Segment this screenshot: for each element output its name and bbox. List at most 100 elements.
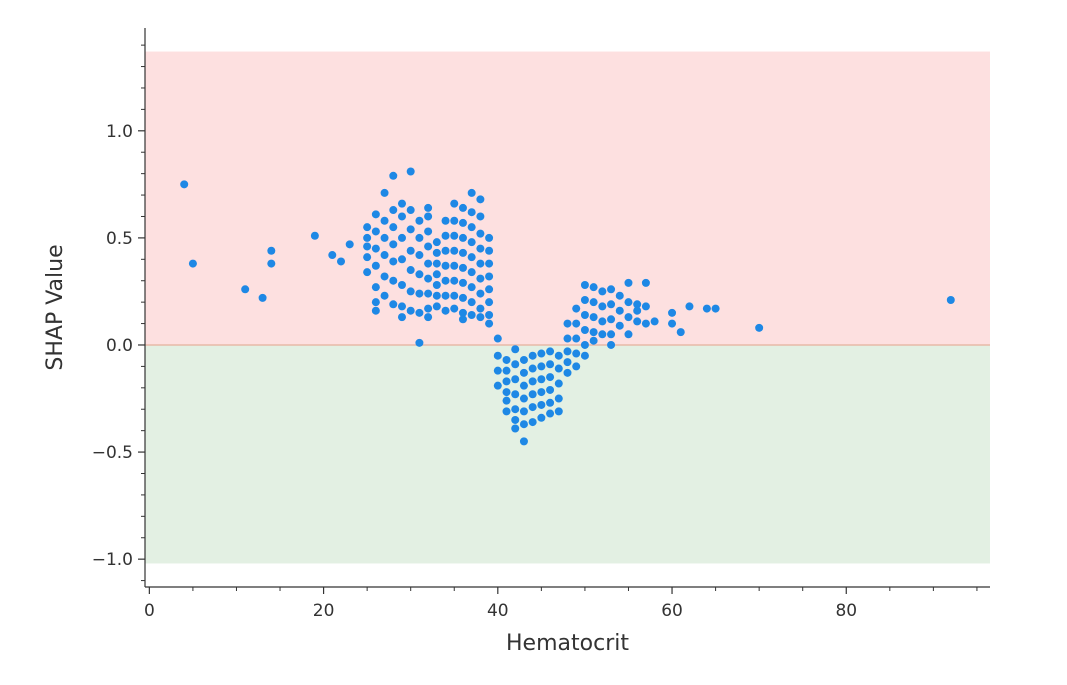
y-tick-label: 0.0 [106, 336, 133, 356]
y-tick-label: −0.5 [92, 443, 133, 463]
data-point [458, 278, 467, 287]
data-point [441, 216, 450, 225]
data-point [432, 238, 441, 247]
data-point [371, 306, 380, 315]
data-point [180, 180, 189, 189]
data-point [458, 263, 467, 272]
data-point [397, 199, 406, 208]
x-tick-label: 40 [487, 601, 509, 621]
data-point [450, 246, 459, 255]
data-point [528, 364, 537, 373]
data-point [537, 400, 546, 409]
data-point [380, 291, 389, 300]
data-point [502, 388, 511, 397]
ticks: 0 20 40 60 80 −1.0 −0.5 0.0 0.5 1.0 [92, 44, 978, 621]
data-point [406, 287, 415, 296]
data-point [450, 276, 459, 285]
data-point [345, 240, 354, 249]
data-point [458, 203, 467, 212]
data-point [485, 310, 494, 319]
y-axis-title: SHAP Value [43, 244, 68, 370]
negative-band [145, 344, 990, 564]
data-point [598, 317, 607, 326]
data-point [572, 362, 581, 371]
data-point [580, 310, 589, 319]
data-point [337, 257, 346, 266]
data-point [397, 212, 406, 221]
data-point [389, 257, 398, 266]
data-point [415, 216, 424, 225]
background-bands [145, 51, 990, 564]
data-point [406, 206, 415, 215]
data-point [641, 319, 650, 328]
data-point [580, 351, 589, 360]
data-point [615, 291, 624, 300]
data-point [389, 276, 398, 285]
data-point [476, 212, 485, 221]
data-point [441, 306, 450, 315]
data-point [563, 358, 572, 367]
data-point [546, 360, 555, 369]
data-point [415, 233, 424, 242]
data-point [528, 418, 537, 427]
data-point [476, 229, 485, 238]
data-point [432, 270, 441, 279]
data-point [502, 355, 511, 364]
data-point [519, 381, 528, 390]
data-point [493, 381, 502, 390]
data-point [310, 231, 319, 240]
data-point [598, 330, 607, 339]
data-point [397, 281, 406, 290]
data-point [415, 251, 424, 260]
data-point [519, 355, 528, 364]
data-point [546, 385, 555, 394]
data-point [467, 188, 476, 197]
data-point [363, 233, 372, 242]
data-point [528, 390, 537, 399]
data-point [580, 340, 589, 349]
scatter-points [180, 167, 955, 446]
data-point [580, 296, 589, 305]
data-point [415, 308, 424, 317]
data-point [946, 296, 955, 305]
data-point [563, 347, 572, 356]
data-point [624, 313, 633, 322]
data-point [668, 308, 677, 317]
data-point [415, 289, 424, 298]
data-point [450, 231, 459, 240]
data-point [702, 304, 711, 313]
data-point [406, 306, 415, 315]
data-point [511, 390, 520, 399]
data-point [476, 244, 485, 253]
data-point [554, 351, 563, 360]
data-point [580, 325, 589, 334]
data-point [554, 379, 563, 388]
data-point [424, 304, 433, 313]
data-point [537, 413, 546, 422]
data-point [424, 212, 433, 221]
positive-band [145, 51, 990, 345]
data-point [371, 261, 380, 270]
data-point [441, 276, 450, 285]
data-point [485, 246, 494, 255]
data-point [389, 240, 398, 249]
data-point [441, 231, 450, 240]
data-point [502, 366, 511, 375]
data-point [476, 259, 485, 268]
data-point [537, 362, 546, 371]
data-point [432, 281, 441, 290]
data-point [528, 377, 537, 386]
data-point [607, 300, 616, 309]
data-point [467, 238, 476, 247]
data-point [633, 306, 642, 315]
data-point [415, 338, 424, 347]
data-point [467, 208, 476, 217]
data-point [493, 366, 502, 375]
data-point [572, 304, 581, 313]
data-point [476, 195, 485, 204]
x-tick-label: 60 [661, 601, 683, 621]
data-point [519, 407, 528, 416]
data-point [624, 330, 633, 339]
data-point [572, 334, 581, 343]
